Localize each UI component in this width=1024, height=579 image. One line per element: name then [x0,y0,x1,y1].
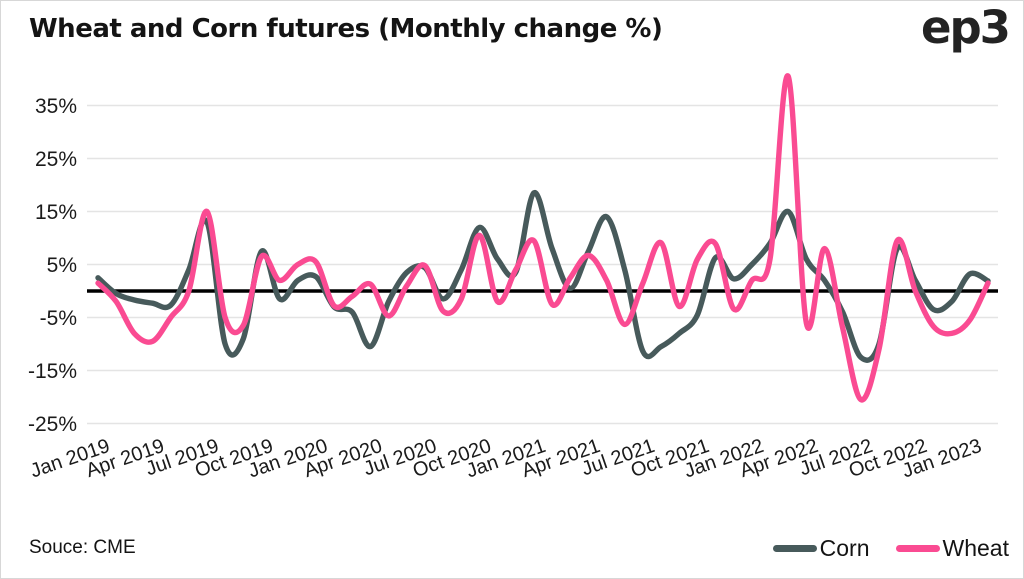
legend-item-wheat: Wheat [895,535,1009,562]
y-tick-label: -25% [28,413,77,436]
legend-swatch-corn [772,545,817,552]
legend: Corn Wheat [772,535,1009,562]
source-note: Souce: CME [29,537,136,558]
y-tick-label: 25% [35,148,77,171]
legend-swatch-wheat [895,545,940,552]
ep3-logo: ep3 [920,1,1011,54]
legend-label: Corn [819,535,870,561]
y-tick-label: 35% [35,95,77,118]
y-tick-label: -5% [40,307,77,330]
legend-item-corn: Corn [772,535,870,562]
y-tick-label: 15% [35,201,77,224]
legend-label: Wheat [942,535,1009,561]
y-tick-label: 5% [47,254,77,277]
chart-title: Wheat and Corn futures (Monthly change %… [29,14,663,44]
series-line-wheat [95,73,991,403]
y-tick-label: -15% [28,360,77,383]
